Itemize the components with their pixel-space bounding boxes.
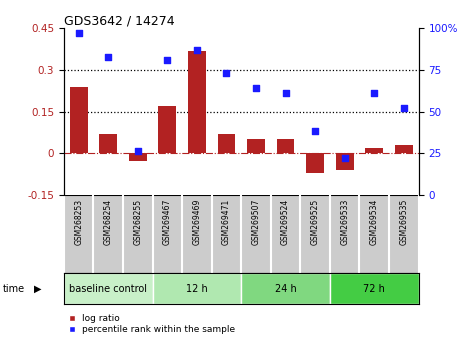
Text: ▶: ▶ — [34, 284, 42, 293]
Bar — [307, 153, 324, 172]
Text: GSM268253: GSM268253 — [74, 199, 83, 245]
Text: GSM269507: GSM269507 — [252, 199, 261, 245]
Bar — [152, 273, 241, 304]
Bar — [64, 273, 152, 304]
Point — [252, 85, 260, 91]
Point — [400, 105, 408, 111]
Bar — [336, 153, 353, 170]
Text: 12 h: 12 h — [186, 284, 208, 293]
Bar — [70, 86, 88, 153]
Bar — [99, 134, 117, 153]
Bar — [277, 139, 294, 153]
Text: GSM269469: GSM269469 — [193, 199, 201, 245]
Legend: log ratio, percentile rank within the sample: log ratio, percentile rank within the sa… — [69, 314, 235, 335]
Point — [105, 54, 112, 59]
Text: GSM268255: GSM268255 — [133, 199, 142, 245]
Bar — [158, 106, 176, 153]
Point — [282, 90, 289, 96]
Point — [75, 30, 82, 36]
Point — [223, 70, 230, 76]
Bar — [330, 273, 419, 304]
Text: 72 h: 72 h — [363, 284, 385, 293]
Text: GSM269535: GSM269535 — [399, 199, 408, 245]
Bar — [129, 153, 147, 161]
Text: GDS3642 / 14274: GDS3642 / 14274 — [64, 14, 175, 27]
Text: GSM269467: GSM269467 — [163, 199, 172, 245]
Text: baseline control: baseline control — [69, 284, 147, 293]
Bar — [188, 51, 206, 153]
Text: GSM269471: GSM269471 — [222, 199, 231, 245]
Text: GSM269524: GSM269524 — [281, 199, 290, 245]
Point — [311, 129, 319, 134]
Point — [193, 47, 201, 53]
Point — [370, 90, 378, 96]
Bar — [247, 139, 265, 153]
Bar — [365, 148, 383, 153]
Bar — [395, 145, 412, 153]
Bar — [218, 134, 235, 153]
Point — [341, 155, 349, 161]
Text: GSM269534: GSM269534 — [370, 199, 379, 245]
Text: GSM269533: GSM269533 — [340, 199, 349, 245]
Bar — [241, 273, 330, 304]
Text: GSM268254: GSM268254 — [104, 199, 113, 245]
Text: GSM269525: GSM269525 — [311, 199, 320, 245]
Text: time: time — [2, 284, 25, 293]
Point — [134, 149, 141, 154]
Point — [164, 57, 171, 63]
Text: 24 h: 24 h — [275, 284, 297, 293]
